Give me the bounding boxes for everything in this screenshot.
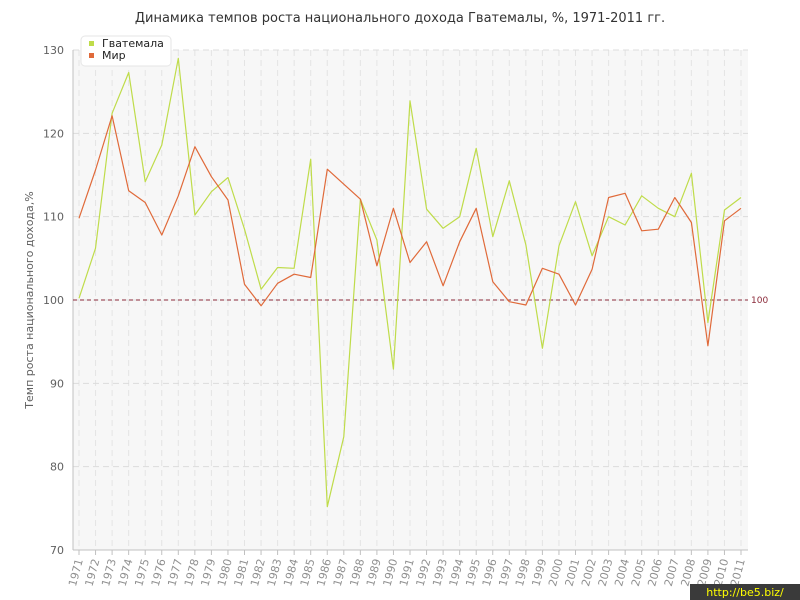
y-tick-label: 70 bbox=[50, 544, 64, 557]
watermark: http://be5.biz/ bbox=[690, 584, 800, 600]
reference-line-label: 100 bbox=[751, 296, 768, 306]
y-tick-label: 130 bbox=[43, 44, 64, 57]
legend-swatch bbox=[89, 53, 94, 58]
legend-label: Мир bbox=[102, 49, 126, 62]
y-tick-label: 110 bbox=[43, 211, 64, 224]
legend-label: Гватемала bbox=[102, 37, 164, 50]
y-tick-labels: 70 80 90 100 110 120 130 bbox=[43, 44, 64, 557]
y-tick-label: 120 bbox=[43, 127, 64, 140]
x-tick-label: 2011 bbox=[728, 557, 748, 587]
series-line-mir bbox=[78, 115, 742, 347]
reference-line-group: 100 bbox=[73, 296, 768, 306]
y-tick-label: 80 bbox=[50, 461, 64, 474]
y-tick-label: 100 bbox=[43, 294, 64, 307]
series-lines bbox=[78, 57, 742, 508]
legend-box bbox=[80, 35, 172, 67]
legend-swatch bbox=[89, 41, 94, 46]
y-tick-label: 90 bbox=[50, 377, 64, 390]
chart-title: Динамика темпов роста национального дохо… bbox=[135, 11, 665, 26]
y-axis-label: Темп роста национального дохода,% bbox=[23, 191, 36, 409]
watermark-text: http://be5.biz/ bbox=[706, 586, 784, 599]
x-tick-labels: 1971197219731974197519761977197819791980… bbox=[66, 550, 748, 588]
